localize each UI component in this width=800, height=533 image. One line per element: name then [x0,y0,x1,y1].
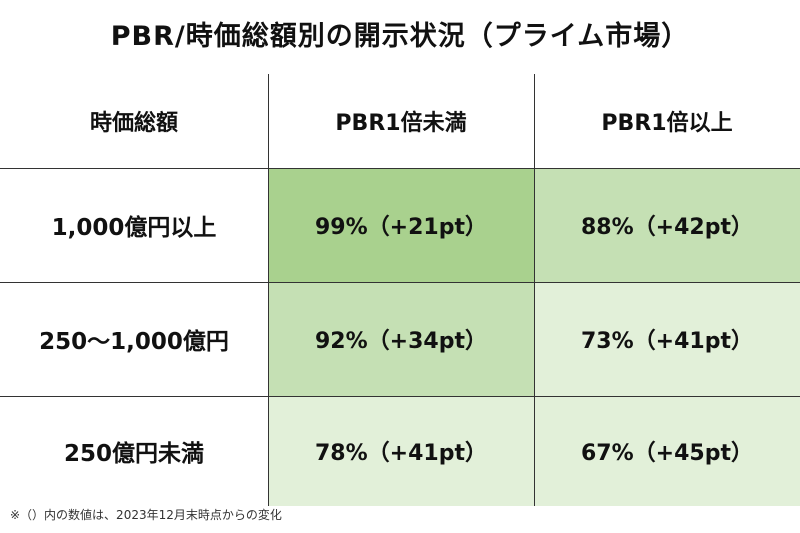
table-row: 1,000億円以上 99%（+21pt） 88%（+42pt） [0,168,800,282]
table-cell: 92%（+34pt） [268,282,534,396]
header-pbr-below-1: PBR1倍未満 [335,111,467,136]
row-label: 250～1,000億円 [39,329,229,355]
table-cell: 73%（+41pt） [534,282,800,396]
header-pbr-above-1: PBR1倍以上 [601,111,733,136]
row-label: 250億円未満 [63,441,204,467]
table-cell: 78%（+41pt） [268,396,534,506]
column-divider [268,74,269,506]
header-row: 時価総額 PBR1倍未満 PBR1倍以上 [0,74,800,168]
footnote: ※（）内の数値は、2023年12月末時点からの変化 [10,508,282,522]
table-cell: 99%（+21pt） [268,168,534,282]
table-cell: 88%（+42pt） [534,168,800,282]
table-cell: 67%（+45pt） [534,396,800,506]
row-label: 1,000億円以上 [51,215,217,241]
chart-title: PBR/時価総額別の開示状況（プライム市場） [110,21,690,52]
row-divider [0,396,800,397]
row-divider [0,282,800,283]
header-market-cap: 時価総額 [89,111,178,136]
table-row: 250億円未満 78%（+41pt） 67%（+45pt） [0,396,800,506]
table-row: 250～1,000億円 92%（+34pt） 73%（+41pt） [0,282,800,396]
column-divider [534,74,535,506]
header-divider [0,168,800,169]
